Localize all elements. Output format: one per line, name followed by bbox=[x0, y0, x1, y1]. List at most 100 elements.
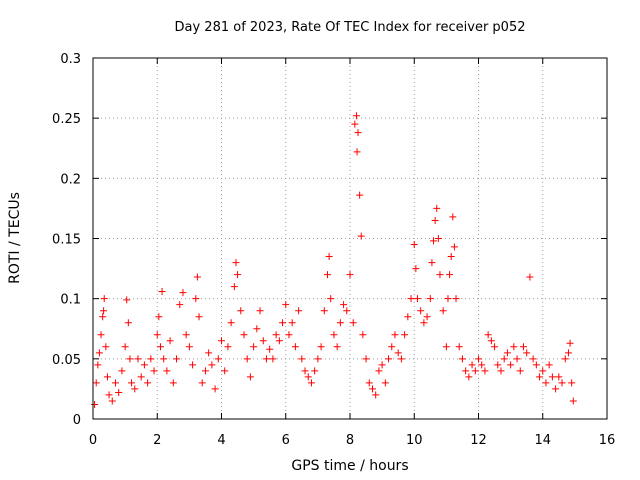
data-point bbox=[430, 237, 438, 245]
data-point bbox=[234, 271, 242, 279]
data-point bbox=[529, 355, 537, 363]
data-point bbox=[150, 367, 158, 375]
y-tick-label: 0.1 bbox=[60, 293, 81, 308]
data-point bbox=[381, 379, 389, 387]
data-point bbox=[295, 307, 303, 315]
data-point bbox=[568, 379, 576, 387]
data-point bbox=[140, 361, 148, 369]
data-point bbox=[232, 259, 240, 267]
data-point bbox=[111, 379, 119, 387]
data-point bbox=[353, 148, 361, 156]
data-point bbox=[256, 307, 264, 315]
data-point bbox=[465, 373, 473, 381]
data-point bbox=[97, 331, 105, 339]
data-point bbox=[317, 343, 325, 351]
data-point bbox=[357, 232, 365, 240]
data-point bbox=[330, 331, 338, 339]
data-point bbox=[100, 307, 108, 315]
data-point bbox=[452, 295, 460, 303]
data-point bbox=[224, 343, 232, 351]
data-point bbox=[503, 349, 511, 357]
data-point bbox=[160, 355, 168, 363]
data-point bbox=[507, 361, 515, 369]
data-point bbox=[189, 361, 197, 369]
data-point bbox=[99, 313, 107, 321]
data-point bbox=[444, 295, 452, 303]
data-point bbox=[193, 273, 201, 281]
data-point bbox=[262, 355, 270, 363]
data-point bbox=[327, 295, 335, 303]
data-point bbox=[128, 379, 136, 387]
data-point bbox=[108, 397, 116, 405]
x-tick-labels: 0 2 4 6 8 10 12 14 16 bbox=[89, 433, 615, 448]
x-tick-label: 16 bbox=[599, 433, 616, 448]
data-point bbox=[237, 307, 245, 315]
data-point bbox=[288, 319, 296, 327]
data-point bbox=[545, 361, 553, 369]
data-point bbox=[436, 271, 444, 279]
data-point bbox=[211, 385, 219, 393]
data-point bbox=[102, 343, 110, 351]
data-point bbox=[198, 379, 206, 387]
data-point bbox=[526, 273, 534, 281]
x-tick-label: 0 bbox=[89, 433, 97, 448]
data-point bbox=[385, 355, 393, 363]
data-point bbox=[121, 343, 129, 351]
data-point bbox=[346, 271, 354, 279]
data-point bbox=[552, 385, 560, 393]
data-point bbox=[320, 307, 328, 315]
data-point bbox=[510, 343, 518, 351]
data-point bbox=[105, 391, 113, 399]
data-point bbox=[412, 265, 420, 273]
data-point bbox=[351, 120, 359, 128]
data-points bbox=[91, 112, 577, 409]
data-point bbox=[494, 361, 502, 369]
data-point bbox=[291, 343, 299, 351]
data-point bbox=[368, 385, 376, 393]
data-point bbox=[359, 331, 367, 339]
data-point bbox=[100, 295, 108, 303]
data-point bbox=[307, 379, 315, 387]
data-point bbox=[555, 373, 563, 381]
data-point bbox=[166, 337, 174, 345]
data-point bbox=[362, 355, 370, 363]
data-point bbox=[539, 367, 547, 375]
data-point bbox=[333, 343, 341, 351]
data-point bbox=[285, 331, 293, 339]
y-tick-label: 0 bbox=[73, 413, 81, 428]
data-point bbox=[566, 339, 574, 347]
data-point bbox=[269, 355, 277, 363]
data-point bbox=[92, 379, 100, 387]
data-point bbox=[491, 343, 499, 351]
y-tick-label: 0.05 bbox=[52, 353, 81, 368]
data-point bbox=[484, 331, 492, 339]
data-point bbox=[195, 313, 203, 321]
data-point bbox=[349, 319, 357, 327]
data-point bbox=[230, 283, 238, 291]
data-point bbox=[325, 253, 333, 261]
data-point bbox=[218, 337, 225, 345]
data-point bbox=[516, 367, 524, 375]
data-point bbox=[519, 343, 527, 351]
y-tick-label: 0.25 bbox=[52, 112, 81, 127]
x-tick-label: 4 bbox=[217, 433, 225, 448]
data-point bbox=[131, 385, 139, 393]
data-point bbox=[536, 373, 544, 381]
data-point bbox=[91, 401, 99, 409]
data-point bbox=[155, 313, 163, 321]
data-point bbox=[423, 313, 431, 321]
x-axis-label: GPS time / hours bbox=[291, 458, 408, 474]
data-point bbox=[542, 379, 550, 387]
data-point bbox=[471, 367, 479, 375]
data-point bbox=[282, 301, 290, 309]
data-point bbox=[304, 373, 312, 381]
data-point bbox=[275, 337, 283, 345]
data-point bbox=[446, 271, 454, 279]
data-point bbox=[481, 367, 489, 375]
data-point bbox=[137, 373, 145, 381]
data-point bbox=[478, 361, 486, 369]
axis-ticks bbox=[92, 57, 608, 420]
data-point bbox=[103, 373, 111, 381]
data-point bbox=[144, 379, 152, 387]
